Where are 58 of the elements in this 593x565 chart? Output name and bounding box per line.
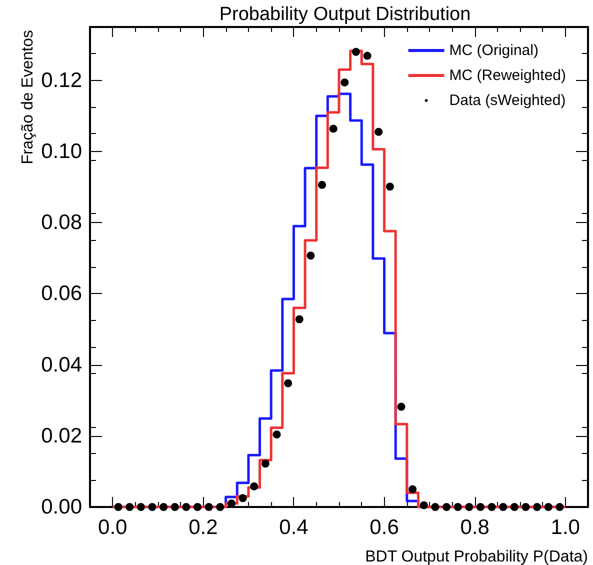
x-tick-label: 0.4 (279, 516, 309, 539)
legend-label: Data (sWeighted) (449, 92, 566, 109)
point (431, 503, 440, 511)
point (352, 48, 360, 56)
y-tick-label: 0.04 (41, 353, 82, 376)
point (160, 503, 168, 511)
point (374, 128, 383, 136)
point (454, 503, 462, 511)
point (126, 503, 134, 511)
point (170, 503, 179, 511)
point (250, 482, 258, 490)
point (272, 430, 281, 438)
point (136, 503, 145, 511)
point (261, 460, 270, 468)
x-tick-label: 0.6 (370, 516, 399, 539)
point (488, 503, 496, 511)
y-tick-label: 0.10 (41, 140, 82, 163)
point (442, 503, 451, 511)
y-tick-label: 0.00 (41, 496, 82, 518)
point (499, 503, 508, 511)
point (148, 503, 156, 511)
point (544, 503, 552, 511)
point (397, 402, 406, 411)
point (476, 503, 484, 511)
y-tick-label: 0.06 (41, 282, 82, 306)
point (329, 124, 338, 133)
point (318, 180, 326, 189)
x-tick-label: 1.0 (550, 516, 580, 539)
point (295, 315, 304, 324)
legend-label: MC (Reweighted) (449, 67, 566, 84)
point (114, 503, 122, 511)
point (386, 182, 394, 191)
point (182, 503, 190, 511)
point (363, 52, 372, 60)
point (420, 501, 428, 510)
x-tick-label: 0.2 (188, 516, 218, 539)
point (284, 379, 292, 388)
point (340, 78, 349, 86)
point (522, 503, 530, 511)
point (194, 503, 202, 511)
point (238, 494, 247, 502)
point (556, 503, 564, 511)
y-tick-label: 0.02 (41, 424, 82, 448)
y-tick-label: 0.12 (41, 68, 82, 92)
x-tick-label: 0.0 (98, 516, 128, 539)
legend-label: MC (Original) (449, 42, 538, 59)
point (204, 503, 213, 511)
point (408, 485, 417, 494)
y-tick-label: 0.08 (41, 211, 82, 234)
point (510, 503, 518, 511)
point (533, 503, 542, 511)
chart-title: Probability Output Distribution (219, 4, 471, 25)
point (306, 252, 315, 260)
point (216, 503, 224, 511)
y-axis-title: Fração de Eventos (20, 30, 36, 164)
x-axis-title: BDT Output Probability P(Data) (365, 548, 588, 565)
x-tick-label: 0.8 (460, 516, 490, 539)
point (465, 503, 474, 511)
